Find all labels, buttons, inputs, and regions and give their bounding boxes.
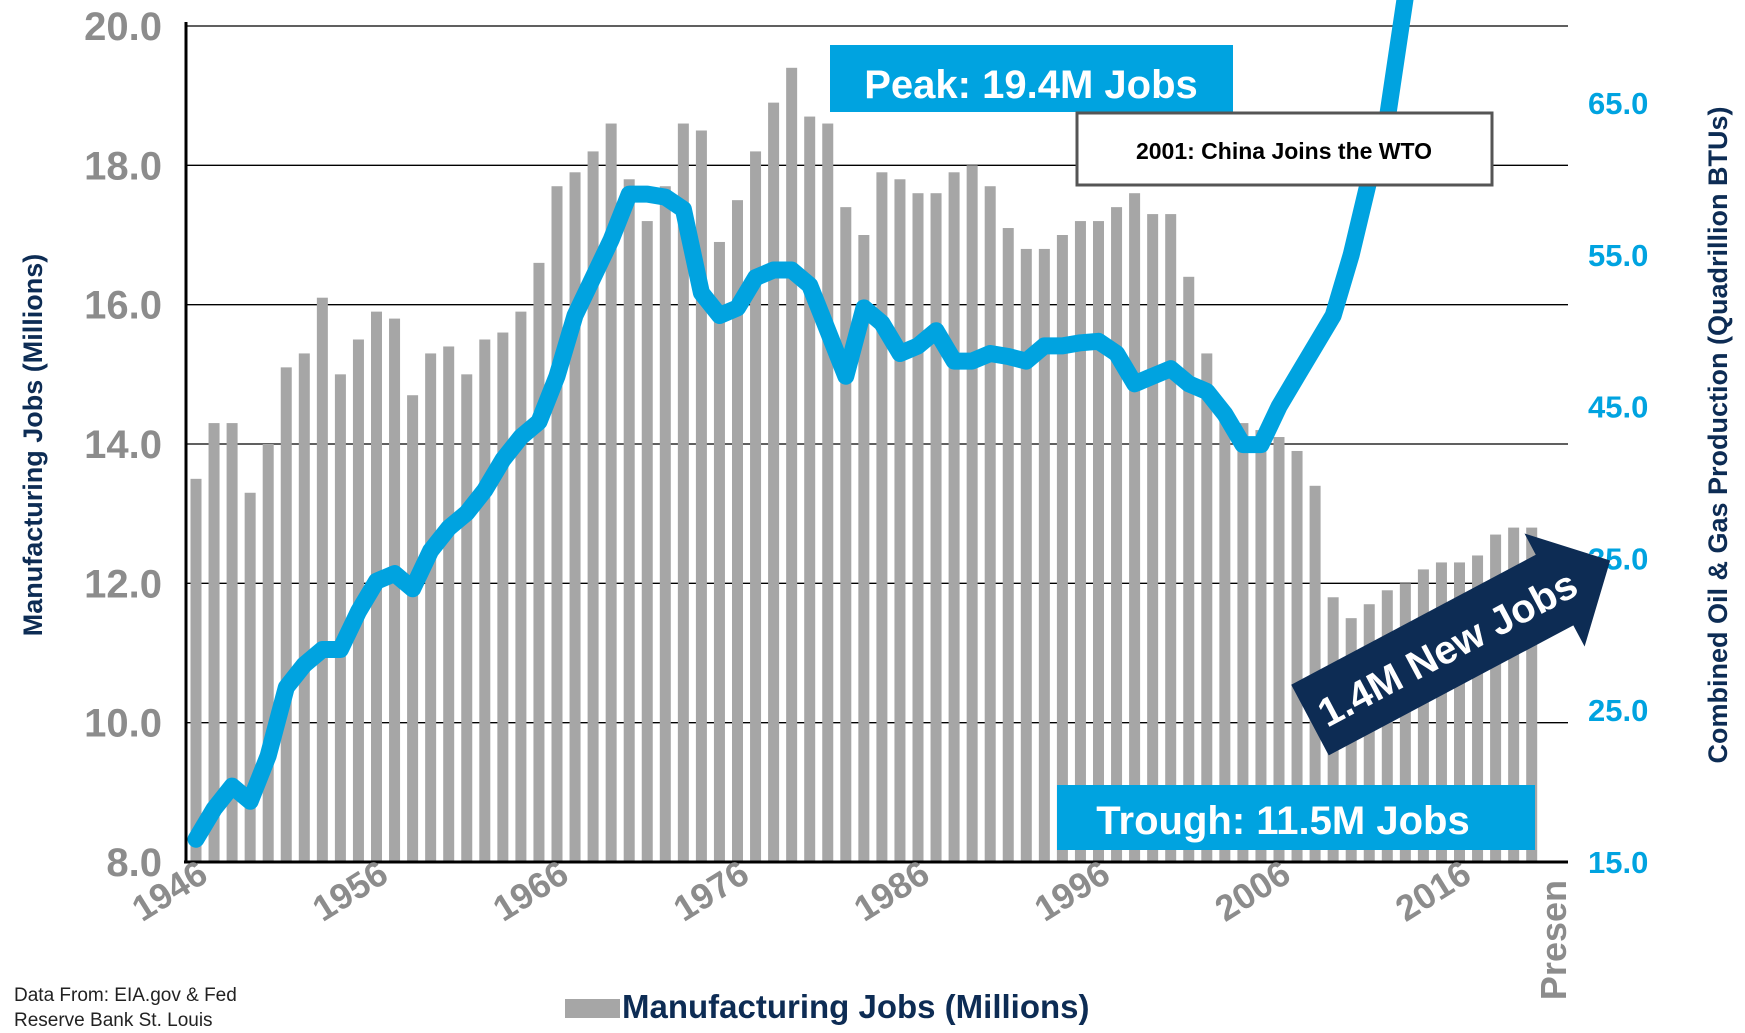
left-tick-label: 14.0 <box>84 423 162 467</box>
source-line: Data From: EIA.gov & Fed <box>14 983 284 1008</box>
bar <box>1165 214 1176 862</box>
bar <box>931 193 942 862</box>
bar <box>1183 277 1194 862</box>
right-tick-label: 55.0 <box>1588 238 1648 273</box>
peak-label: Peak: 19.4M Jobs <box>864 63 1198 107</box>
bar <box>497 333 508 862</box>
bar <box>624 179 635 862</box>
x-tick-label: 1976 <box>666 852 756 929</box>
bar <box>443 346 454 862</box>
bar <box>317 298 328 862</box>
bar <box>1075 221 1086 862</box>
x-tick-label: Presen <box>1533 880 1574 1000</box>
right-tick-label: 45.0 <box>1588 390 1648 425</box>
bar <box>804 117 815 862</box>
wto-label: 2001: China Joins the WTO <box>1136 138 1432 164</box>
bar <box>840 207 851 862</box>
x-tick-label: 1966 <box>486 852 576 929</box>
bar <box>876 172 887 862</box>
bar <box>894 179 905 862</box>
left-tick-label: 12.0 <box>84 562 162 606</box>
peak-callout: Peak: 19.4M Jobs <box>830 45 1233 112</box>
right-axis-title: Combined Oil & Gas Production (Quadrilli… <box>1703 106 1733 763</box>
bar <box>263 444 274 862</box>
left-tick-label: 20.0 <box>84 5 162 49</box>
x-tick-label: 1956 <box>305 852 395 929</box>
bar <box>913 193 924 862</box>
bar <box>281 367 292 862</box>
bar <box>191 479 202 862</box>
trough-callout: Trough: 11.5M Jobs <box>1057 785 1535 850</box>
legend: Manufacturing Jobs (Millions) <box>565 988 1090 1025</box>
bar <box>985 186 996 862</box>
legend-label: Manufacturing Jobs (Millions) <box>622 988 1090 1025</box>
bar <box>1093 221 1104 862</box>
right-tick-label: 65.0 <box>1588 86 1648 121</box>
left-tick-label: 18.0 <box>84 144 162 188</box>
bar <box>967 165 978 862</box>
bar <box>642 221 653 862</box>
bar <box>299 353 310 862</box>
bar <box>461 374 472 862</box>
bar <box>479 340 490 863</box>
bar <box>1111 207 1122 862</box>
bar <box>660 186 671 862</box>
wto-callout: 2001: China Joins the WTO <box>1077 113 1492 185</box>
x-tick-label: 2016 <box>1388 852 1478 929</box>
left-y-axis: 8.0 10.0 12.0 14.0 16.0 18.0 20.0 <box>84 5 162 885</box>
bar <box>335 374 346 862</box>
source-line: Reserve Bank St. Louis <box>14 1008 284 1033</box>
bar <box>515 312 526 862</box>
x-tick-label: 2006 <box>1208 852 1298 929</box>
right-tick-label: 15.0 <box>1588 845 1648 880</box>
right-tick-label: 25.0 <box>1588 693 1648 728</box>
right-y-axis: 15.025.035.045.055.065.0 <box>1588 86 1648 880</box>
bar <box>714 242 725 862</box>
left-axis-title: Manufacturing Jobs (Millions) <box>18 254 48 637</box>
bar <box>1021 249 1032 862</box>
bar <box>533 263 544 862</box>
left-tick-label: 16.0 <box>84 284 162 328</box>
bar <box>750 151 761 862</box>
trough-label: Trough: 11.5M Jobs <box>1096 799 1469 843</box>
legend-swatch <box>565 999 620 1018</box>
x-axis: 1946 1956 1966 1976 1986 1996 2006 2016 Presen <box>125 852 1574 1000</box>
bar <box>1147 214 1158 862</box>
bar <box>786 68 797 862</box>
x-tick-label: 1986 <box>847 852 937 929</box>
bar <box>949 172 960 862</box>
bar <box>389 319 400 862</box>
bar <box>570 172 581 862</box>
bar <box>1003 228 1014 862</box>
x-tick-label: 1996 <box>1027 852 1117 929</box>
bar <box>1129 193 1140 862</box>
bar <box>552 186 563 862</box>
bar <box>425 353 436 862</box>
bar <box>1057 235 1068 862</box>
bar <box>768 103 779 862</box>
left-tick-label: 10.0 <box>84 702 162 746</box>
bar <box>407 395 418 862</box>
bar <box>822 124 833 862</box>
